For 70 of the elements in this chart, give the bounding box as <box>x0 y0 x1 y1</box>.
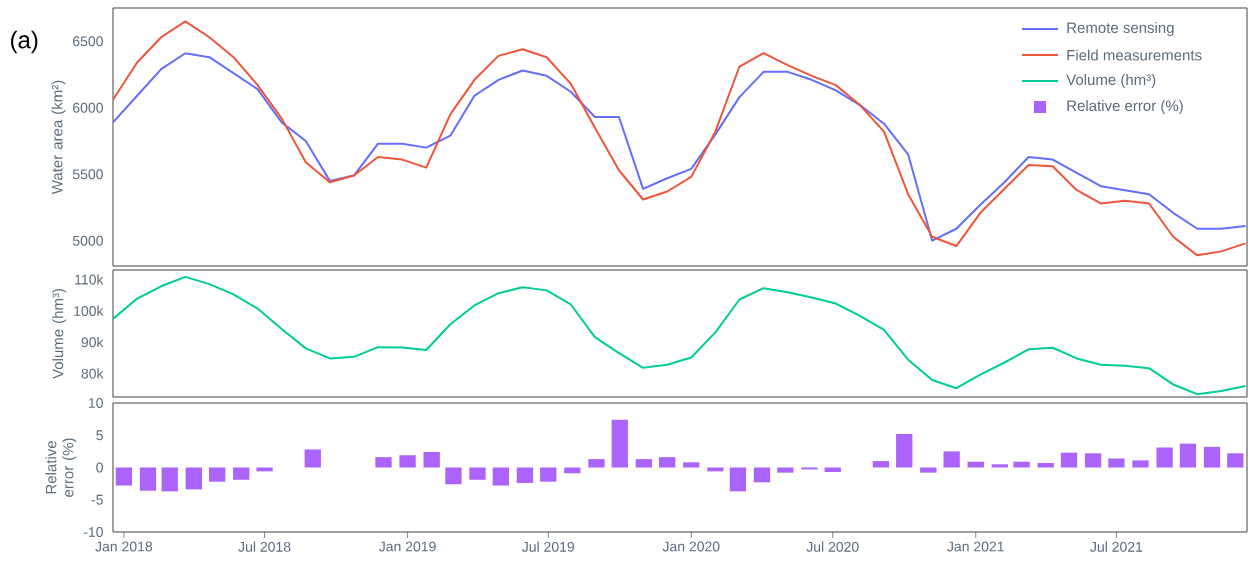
bar <box>304 449 321 468</box>
bar <box>943 451 960 468</box>
line-series <box>113 275 1247 396</box>
x-tick-label: Jan 2020 <box>662 541 720 552</box>
x-tick-label: Jan 2018 <box>95 541 153 552</box>
bar <box>1179 443 1197 468</box>
x-tick-label: Jul 2019 <box>522 541 575 552</box>
bar <box>564 467 581 474</box>
y-tick-label: 80k <box>81 368 104 379</box>
bar <box>185 467 202 490</box>
y-tick-label: 5 <box>96 430 103 441</box>
bar <box>256 467 273 472</box>
bar <box>1156 447 1173 468</box>
x-tick-label: Jul 2018 <box>238 541 291 552</box>
legend-label: Volume (hm³) <box>1066 74 1156 88</box>
bar <box>991 464 1008 468</box>
bar <box>588 459 605 468</box>
bar <box>445 467 462 485</box>
y-tick-label: 5000 <box>72 235 103 246</box>
bar <box>1060 452 1078 468</box>
legend-label: Field measurements <box>1067 49 1202 61</box>
bar <box>399 455 416 468</box>
bar <box>492 467 510 486</box>
bar <box>115 467 133 486</box>
bar <box>516 467 534 483</box>
y-tick-label: -10 <box>83 527 103 537</box>
bar <box>209 467 226 482</box>
y-tick-label: 10 <box>88 398 103 408</box>
x-tick-label: Jan 2019 <box>379 541 436 552</box>
bar <box>824 467 841 473</box>
bar <box>659 457 676 468</box>
bar <box>1132 460 1149 468</box>
bar <box>161 467 178 492</box>
y-axis-title: Water area (km²) <box>51 80 66 195</box>
bar <box>635 459 653 468</box>
bar <box>683 462 700 468</box>
bar <box>707 467 724 472</box>
y-axis-title: Volume (hm³) <box>52 289 67 379</box>
bar <box>753 467 771 483</box>
y-tick-label: 100k <box>74 305 104 316</box>
bar <box>1084 453 1102 468</box>
bar <box>872 461 890 468</box>
bar <box>729 467 747 492</box>
legend-label: Remote sensing <box>1067 22 1174 36</box>
bar <box>777 467 794 473</box>
y-tick-label: 110k <box>75 274 104 285</box>
bar <box>540 467 557 482</box>
bar <box>1203 446 1221 468</box>
bar <box>611 419 628 468</box>
text: (a) <box>11 30 38 54</box>
bar <box>920 467 937 473</box>
bar <box>423 452 440 468</box>
x-tick-label: Jul 2020 <box>806 541 859 552</box>
x-tick-label: Jan 2021 <box>947 541 1004 552</box>
y-tick-label: 6000 <box>73 102 103 113</box>
legend-label: Relative error (%) <box>1067 100 1183 114</box>
y-tick-label: -5 <box>91 494 103 505</box>
x-tick-label: Jul 2021 <box>1090 541 1143 552</box>
y-axis-title: Relative error (%) <box>45 438 77 497</box>
bar <box>1227 453 1244 468</box>
bar <box>469 467 486 480</box>
bar <box>375 457 392 468</box>
bar <box>139 467 157 491</box>
y-tick-label: 0 <box>96 462 103 473</box>
y-tick-label: 6500 <box>73 36 103 47</box>
y-tick-label: 90k <box>81 336 104 348</box>
bar <box>233 467 250 480</box>
bar <box>1108 458 1125 468</box>
bar <box>896 433 913 468</box>
y-tick-label: 5500 <box>72 169 103 180</box>
